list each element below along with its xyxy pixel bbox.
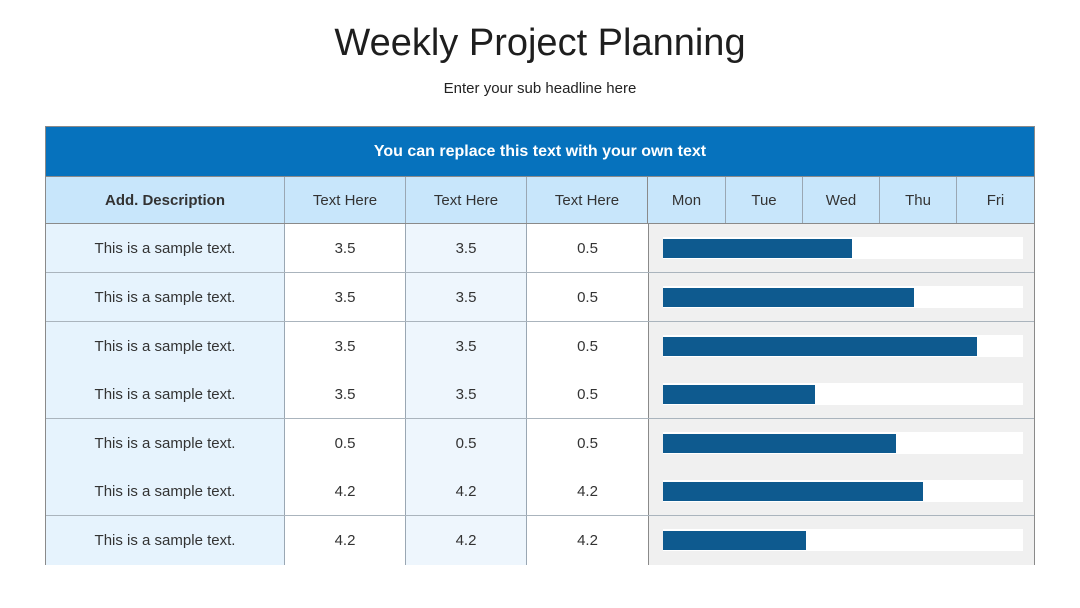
table-row: This is a sample text. 4.2 4.2 4.2 <box>46 516 1034 565</box>
gantt-bar <box>663 239 852 258</box>
table-row: This is a sample text. 3.5 3.5 0.5 <box>46 370 1034 419</box>
gantt-bar <box>663 337 977 356</box>
row-value-2: 4.2 <box>406 516 527 565</box>
row-value-3: 0.5 <box>527 273 648 321</box>
gantt-track <box>663 335 1023 357</box>
row-value-3: 4.2 <box>527 467 648 515</box>
gantt-bar <box>663 531 806 550</box>
row-value-3: 4.2 <box>527 516 648 565</box>
gantt-cell <box>648 419 1034 467</box>
row-value-1: 3.5 <box>285 224 406 272</box>
row-value-2: 3.5 <box>406 273 527 321</box>
table-row: This is a sample text. 0.5 0.5 0.5 <box>46 419 1034 468</box>
header-day-fri: Fri <box>986 191 1005 209</box>
row-description: This is a sample text. <box>46 273 285 321</box>
row-description: This is a sample text. <box>46 467 285 515</box>
header-day-tue: Tue <box>726 177 803 223</box>
header-description: Add. Description <box>46 177 285 223</box>
gantt-track <box>663 480 1023 502</box>
table-header-row: Add. Description Text Here Text Here Tex… <box>46 176 1034 224</box>
gantt-cell <box>648 516 1034 565</box>
gantt-bar <box>663 385 815 404</box>
row-description: This is a sample text. <box>46 419 285 467</box>
header-day-wed: Wed <box>803 177 880 223</box>
row-value-1: 4.2 <box>285 467 406 515</box>
header-day-mon: Mon <box>648 177 726 223</box>
row-value-2: 3.5 <box>406 370 527 418</box>
row-value-2: 3.5 <box>406 322 527 370</box>
header-col3: Text Here <box>527 177 648 223</box>
row-value-1: 0.5 <box>285 419 406 467</box>
header-col1: Text Here <box>285 177 406 223</box>
gantt-bar <box>663 288 914 307</box>
row-description: This is a sample text. <box>46 516 285 565</box>
row-value-2: 4.2 <box>406 467 527 515</box>
page-subtitle: Enter your sub headline here <box>443 80 637 97</box>
gantt-cell <box>648 322 1034 370</box>
header-day-thu: Thu <box>880 177 957 223</box>
row-value-2: 0.5 <box>406 419 527 467</box>
gantt-track <box>663 529 1023 551</box>
gantt-bar <box>663 482 923 501</box>
row-description: This is a sample text. <box>46 322 285 370</box>
row-value-3: 0.5 <box>527 419 648 467</box>
table-row: This is a sample text. 3.5 3.5 0.5 <box>46 322 1034 371</box>
gantt-bar <box>663 434 896 453</box>
gantt-cell <box>648 224 1034 272</box>
gantt-track <box>663 237 1023 259</box>
table-row: This is a sample text. 4.2 4.2 4.2 <box>46 467 1034 516</box>
table-banner: You can replace this text with your own … <box>46 127 1034 176</box>
gantt-track <box>663 383 1023 405</box>
gantt-cell <box>648 467 1034 515</box>
row-value-3: 0.5 <box>527 322 648 370</box>
row-value-3: 0.5 <box>527 370 648 418</box>
row-description: This is a sample text. <box>46 224 285 272</box>
header-col2: Text Here <box>406 177 527 223</box>
table-row: This is a sample text. 3.5 3.5 0.5 <box>46 224 1034 273</box>
row-value-2: 3.5 <box>406 224 527 272</box>
page-title: Weekly Project Planning <box>334 22 746 64</box>
row-value-1: 3.5 <box>285 273 406 321</box>
row-value-3: 0.5 <box>527 224 648 272</box>
table-row: This is a sample text. 3.5 3.5 0.5 <box>46 273 1034 322</box>
planning-table: You can replace this text with your own … <box>45 126 1035 565</box>
gantt-cell <box>648 370 1034 418</box>
row-value-1: 4.2 <box>285 516 406 565</box>
gantt-track <box>663 432 1023 454</box>
gantt-track <box>663 286 1023 308</box>
row-value-1: 3.5 <box>285 370 406 418</box>
row-description: This is a sample text. <box>46 370 285 418</box>
row-value-1: 3.5 <box>285 322 406 370</box>
gantt-cell <box>648 273 1034 321</box>
